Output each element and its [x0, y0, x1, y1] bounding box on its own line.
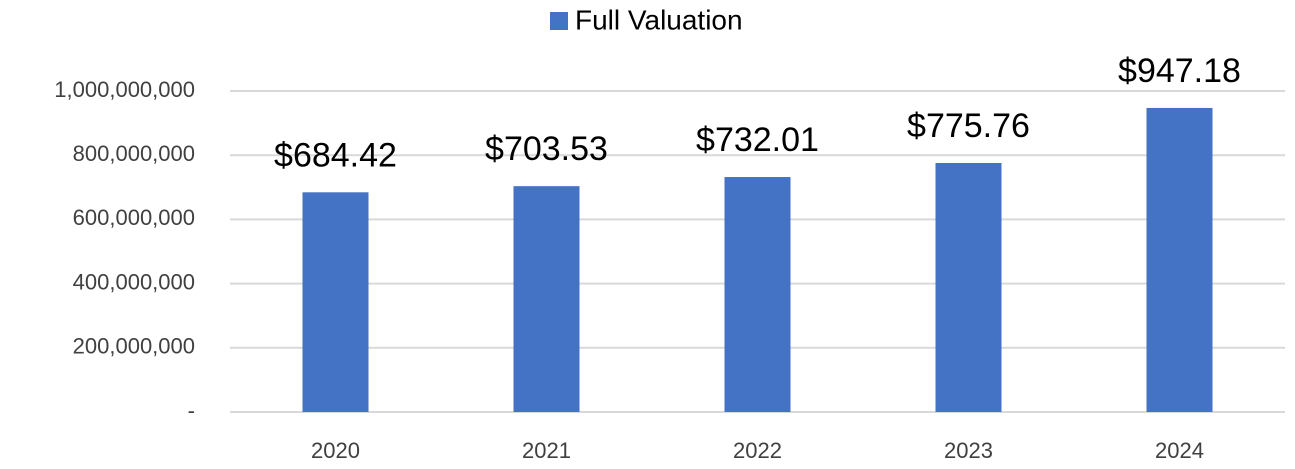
y-tick-label: -	[188, 398, 195, 423]
bar	[302, 192, 369, 412]
x-tick-label: 2022	[733, 438, 782, 463]
data-label: $947.18	[1118, 52, 1241, 90]
bar	[1146, 107, 1213, 412]
legend-label: Full Valuation	[575, 4, 743, 35]
x-tick-label: 2024	[1155, 438, 1204, 463]
y-tick-label: 1,000,000,000	[54, 77, 195, 102]
data-label: $732.01	[696, 121, 819, 159]
y-tick-label: 400,000,000	[73, 269, 195, 294]
data-label: $684.42	[274, 136, 397, 174]
bar	[724, 177, 791, 412]
data-label: $703.53	[485, 130, 608, 168]
legend-swatch	[550, 12, 568, 30]
data-label: $775.76	[907, 107, 1030, 145]
bar	[513, 186, 580, 412]
y-tick-label: 800,000,000	[73, 141, 195, 166]
y-tick-label: 200,000,000	[73, 334, 195, 359]
x-tick-label: 2020	[311, 438, 360, 463]
y-tick-label: 600,000,000	[73, 205, 195, 230]
bar	[935, 162, 1002, 412]
x-tick-label: 2023	[944, 438, 993, 463]
x-tick-label: 2021	[522, 438, 571, 463]
